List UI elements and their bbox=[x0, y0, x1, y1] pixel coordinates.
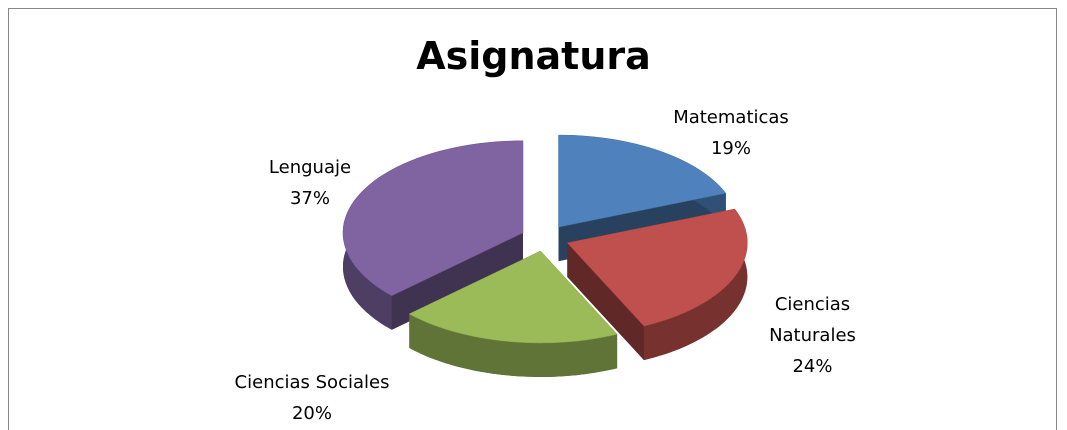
slice-top bbox=[342, 140, 524, 296]
slice-top bbox=[566, 208, 748, 327]
slice-side bbox=[391, 232, 523, 330]
pie-slice bbox=[408, 250, 618, 377]
value-label: 37% bbox=[289, 188, 330, 209]
category-label: Matematicas bbox=[673, 107, 789, 128]
data-label: Matematicas 19% bbox=[661, 102, 801, 164]
slice-side bbox=[567, 242, 644, 361]
category-label: Lenguaje bbox=[268, 157, 352, 178]
value-label: 19% bbox=[710, 138, 751, 159]
chart-frame bbox=[8, 8, 1057, 430]
chart-title: Asignatura bbox=[416, 34, 651, 78]
data-label: Lenguaje 37% bbox=[240, 152, 380, 214]
pie-slice bbox=[342, 140, 524, 330]
data-label: Ciencias Naturales 24% bbox=[755, 289, 870, 382]
slice-wall bbox=[409, 313, 618, 377]
slice-top bbox=[408, 250, 618, 344]
category-label: Ciencias Naturales bbox=[769, 294, 856, 346]
category-label: Ciencias Sociales bbox=[234, 372, 390, 393]
pie-slice bbox=[566, 208, 748, 361]
value-label: 20% bbox=[291, 403, 332, 424]
value-label: 24% bbox=[792, 356, 833, 377]
data-label: Ciencias Sociales 20% bbox=[207, 367, 417, 429]
slice-top bbox=[558, 134, 727, 228]
slice-wall bbox=[644, 209, 748, 361]
